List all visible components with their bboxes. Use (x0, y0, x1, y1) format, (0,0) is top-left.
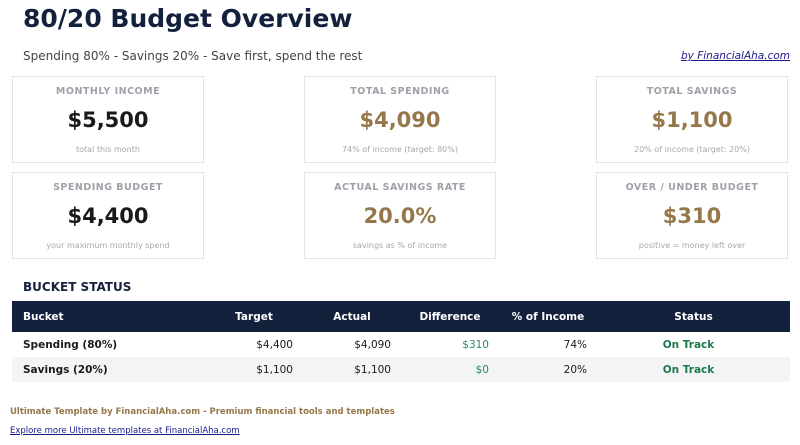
card-over-under-budget: OVER / UNDER BUDGET $310 positive = mone… (596, 172, 788, 259)
card-label: MONTHLY INCOME (55, 86, 161, 97)
cell-pct-income: 20% (499, 357, 597, 382)
card-value: 20.0% (363, 204, 437, 228)
card-value: $1,100 (651, 108, 733, 132)
card-monthly-income: MONTHLY INCOME $5,500 total this month (12, 76, 204, 163)
card-sub: positive = money left over (638, 241, 746, 250)
table-row: Savings (20%) $1,100 $1,100 $0 20% On Tr… (12, 357, 790, 382)
status-badge: On Track (662, 338, 715, 351)
page-subtitle: Spending 80% - Savings 20% - Save first,… (23, 49, 363, 63)
col-target: Target (205, 301, 303, 332)
byline-link[interactable]: by FinancialAha.com (681, 50, 790, 62)
table-row: Spending (80%) $4,400 $4,090 $310 74% On… (12, 332, 790, 357)
card-sub: savings as % of income (352, 241, 448, 250)
col-status: Status (597, 301, 790, 332)
cell-actual: $1,100 (303, 357, 401, 382)
card-label: TOTAL SAVINGS (646, 86, 738, 97)
bucket-status-table: Bucket Target Actual Difference % of Inc… (12, 301, 790, 382)
cell-target: $4,400 (256, 338, 293, 351)
card-sub: your maximum monthly spend (46, 241, 170, 250)
col-pct-income: % of Income (499, 301, 597, 332)
col-bucket: Bucket (12, 301, 205, 332)
card-sub: total this month (76, 145, 140, 154)
cell-actual: $4,090 (354, 338, 391, 351)
cell-difference: $0 (401, 357, 499, 382)
card-actual-savings-rate: ACTUAL SAVINGS RATE 20.0% savings as % o… (304, 172, 496, 259)
card-spending-budget: SPENDING BUDGET $4,400 your maximum mont… (12, 172, 204, 259)
footer-tagline: Ultimate Template by FinancialAha.com - … (10, 407, 395, 417)
card-total-spending: TOTAL SPENDING $4,090 74% of income (tar… (304, 76, 496, 163)
table-header: Bucket Target Actual Difference % of Inc… (12, 301, 790, 332)
footer-link[interactable]: Explore more Ultimate templates at Finan… (10, 426, 240, 436)
status-badge: On Track (597, 357, 790, 382)
cell-bucket: Savings (20%) (12, 357, 205, 382)
card-value: $4,090 (359, 108, 441, 132)
cell-target: $1,100 (205, 357, 303, 382)
card-label: TOTAL SPENDING (350, 86, 450, 97)
cell-difference: $310 (462, 338, 489, 351)
card-total-savings: TOTAL SAVINGS $1,100 20% of income (targ… (596, 76, 788, 163)
card-label: ACTUAL SAVINGS RATE (334, 182, 466, 193)
card-sub: 20% of income (target: 20%) (633, 145, 750, 154)
section-title: BUCKET STATUS (23, 280, 132, 294)
card-value: $310 (662, 204, 722, 228)
card-label: OVER / UNDER BUDGET (625, 182, 759, 193)
page-title: 80/20 Budget Overview (23, 4, 353, 33)
cell-bucket: Spending (80%) (23, 338, 118, 351)
card-sub: 74% of income (target: 80%) (341, 145, 458, 154)
card-value: $4,400 (67, 204, 149, 228)
col-actual: Actual (303, 301, 401, 332)
card-value: $5,500 (67, 108, 149, 132)
col-difference: Difference (401, 301, 499, 332)
cell-pct-income: 74% (563, 338, 587, 351)
card-label: SPENDING BUDGET (53, 182, 163, 193)
